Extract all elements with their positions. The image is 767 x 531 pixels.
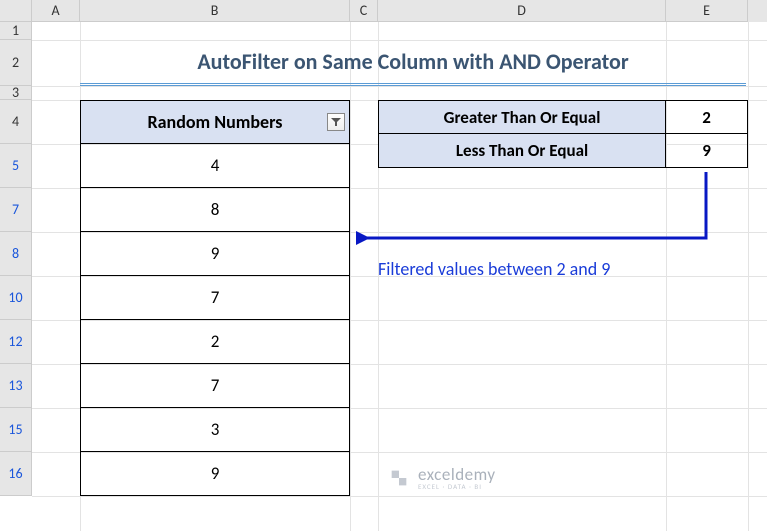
select-all-corner[interactable] <box>0 0 32 22</box>
rn-header-cell[interactable]: Random Numbers <box>80 100 350 144</box>
random-numbers-table: Random Numbers 4 8 9 7 2 7 3 9 <box>80 100 350 496</box>
row-header-12[interactable]: 12 <box>0 320 32 364</box>
row-header-3[interactable]: 3 <box>0 86 32 100</box>
col-header-a[interactable]: A <box>32 0 80 22</box>
col-header-c[interactable]: C <box>350 0 378 22</box>
row-header-8[interactable]: 8 <box>0 232 32 276</box>
criteria-row-0: Greater Than Or Equal 2 <box>378 100 748 134</box>
filter-icon <box>330 116 342 128</box>
rn-cell-5[interactable]: 7 <box>80 364 350 408</box>
column-headers: A B C D E <box>0 0 767 22</box>
page-title[interactable]: AutoFilter on Same Column with AND Opera… <box>80 40 746 86</box>
row-header-16[interactable]: 16 <box>0 452 32 496</box>
rn-cell-6[interactable]: 3 <box>80 408 350 452</box>
watermark-brand: exceldemy <box>418 466 496 483</box>
row-header-7[interactable]: 7 <box>0 188 32 232</box>
col-header-d[interactable]: D <box>378 0 666 22</box>
watermark-text: exceldemy EXCEL · DATA · BI <box>418 466 496 490</box>
row-header-13[interactable]: 13 <box>0 364 32 408</box>
row-header-2[interactable]: 2 <box>0 40 32 86</box>
row-headers: 1 2 3 4 5 7 8 10 12 13 15 16 <box>0 22 32 496</box>
rn-cell-7[interactable]: 9 <box>80 452 350 496</box>
col-header-e[interactable]: E <box>666 0 748 22</box>
rn-cell-1[interactable]: 8 <box>80 188 350 232</box>
filter-button[interactable] <box>327 113 345 131</box>
row-header-15[interactable]: 15 <box>0 408 32 452</box>
watermark: exceldemy EXCEL · DATA · BI <box>388 466 496 490</box>
watermark-tagline: EXCEL · DATA · BI <box>418 483 496 490</box>
arrow-annotation-icon <box>356 168 752 248</box>
criteria-label-0[interactable]: Greater Than Or Equal <box>378 100 666 134</box>
annotation-text: Filtered values between 2 and 9 <box>378 258 610 280</box>
criteria-value-0[interactable]: 2 <box>666 100 748 134</box>
rn-cell-2[interactable]: 9 <box>80 232 350 276</box>
row-header-4[interactable]: 4 <box>0 100 32 144</box>
criteria-row-1: Less Than Or Equal 9 <box>378 134 748 168</box>
criteria-value-1[interactable]: 9 <box>666 134 748 168</box>
row-header-10[interactable]: 10 <box>0 276 32 320</box>
rn-cell-3[interactable]: 7 <box>80 276 350 320</box>
row-header-5[interactable]: 5 <box>0 144 32 188</box>
rn-header-label: Random Numbers <box>148 111 283 133</box>
criteria-label-1[interactable]: Less Than Or Equal <box>378 134 666 168</box>
watermark-logo-icon <box>388 467 410 489</box>
rn-cell-4[interactable]: 2 <box>80 320 350 364</box>
criteria-table: Greater Than Or Equal 2 Less Than Or Equ… <box>378 100 748 168</box>
spreadsheet-grid: A B C D E 1 2 3 4 5 7 8 10 12 13 15 16 A… <box>0 0 767 531</box>
col-header-b[interactable]: B <box>80 0 350 22</box>
row-header-1[interactable]: 1 <box>0 22 32 40</box>
rn-cell-0[interactable]: 4 <box>80 144 350 188</box>
